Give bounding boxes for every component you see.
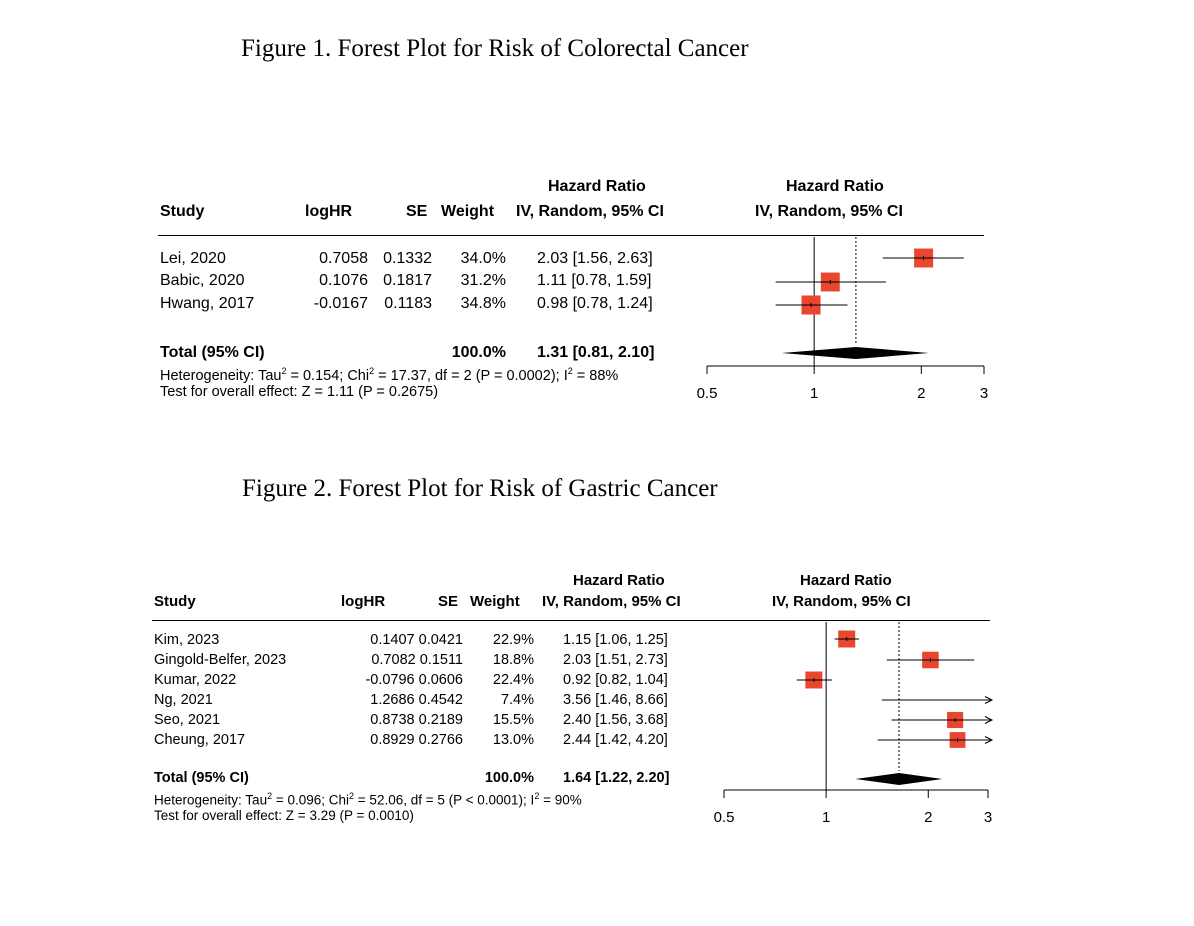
fig1-study-loghr: 0.1076: [319, 272, 368, 289]
fig1-header-loghr: logHR: [305, 203, 353, 220]
fig1-plot-header-line1: Hazard Ratio: [786, 178, 884, 195]
x-tick-label: 0.5: [714, 809, 735, 826]
x-tick-label: 0.5: [697, 385, 718, 402]
fig1-study-name: Hwang, 2017: [160, 295, 255, 312]
fig1-study-weight: 31.2%: [460, 272, 506, 289]
fig2-study-name: Gingold-Belfer, 2023: [154, 652, 287, 668]
fig1-study-weight: 34.8%: [460, 295, 506, 312]
fig1-total-label: Total (95% CI): [160, 344, 265, 361]
pooled-diamond: [781, 347, 929, 359]
x-tick-label: 2: [917, 385, 925, 402]
fig1-header-hr-line2: IV, Random, 95% CI: [516, 203, 664, 220]
fig2-study-ci: 2.40 [1.56, 3.68]: [563, 712, 668, 728]
fig1-study-name: Lei, 2020: [160, 250, 226, 267]
figure-2-title: Figure 2. Forest Plot for Risk of Gastri…: [242, 475, 718, 502]
fig2-study-name: Seo, 2021: [154, 712, 221, 728]
fig2-study-ci: 1.15 [1.06, 1.25]: [563, 632, 668, 648]
fig2-header-loghr: logHR: [341, 593, 386, 610]
pooled-diamond: [855, 773, 943, 785]
x-tick-label: 3: [984, 809, 992, 826]
fig2-study-loghr: 0.8929 0.2766: [370, 732, 463, 748]
fig2-header-hr-line1: Hazard Ratio: [573, 572, 665, 589]
fig2-study-ci: 3.56 [1.46, 8.66]: [563, 692, 668, 708]
fig1-header-rule: [158, 235, 984, 236]
fig2-study-loghr: 1.2686 0.4542: [370, 692, 463, 708]
fig2-study-name: Kumar, 2022: [154, 672, 237, 688]
fig2-study-weight: 18.8%: [492, 652, 534, 668]
fig1-study-loghr: 0.7058: [319, 250, 368, 267]
fig2-plot-header-line2: IV, Random, 95% CI: [772, 593, 911, 610]
fig1-study-name: Babic, 2020: [160, 272, 245, 289]
fig1-total-ci: 1.31 [0.81, 2.10]: [537, 344, 655, 361]
x-tick-label: 1: [822, 809, 830, 826]
fig2-study-weight: 15.5%: [492, 712, 534, 728]
fig2-study-weight: 7.4%: [500, 692, 534, 708]
fig1-overall-effect: Test for overall effect: Z = 1.11 (P = 0…: [160, 384, 439, 400]
fig2-study-ci: 0.92 [0.82, 1.04]: [563, 672, 668, 688]
fig1-header-weight: Weight: [441, 203, 495, 220]
fig2-study-ci: 2.44 [1.42, 4.20]: [563, 732, 668, 748]
fig1-plot-header-line2: IV, Random, 95% CI: [755, 203, 903, 220]
fig1-study-se: 0.1332: [383, 250, 432, 267]
fig2-study-loghr: -0.0796 0.0606: [365, 672, 463, 688]
fig2-plot-header-line1: Hazard Ratio: [800, 572, 892, 589]
fig1-study-loghr: -0.0167: [313, 295, 368, 312]
fig2-study-loghr: 0.7082 0.1511: [371, 652, 463, 668]
fig1-study-weight: 34.0%: [460, 250, 506, 267]
fig2-study-name: Cheung, 2017: [154, 732, 246, 748]
fig1-study-se: 0.1817: [383, 272, 432, 289]
fig2-total-weight: 100.0%: [484, 770, 534, 786]
fig2-total-label: Total (95% CI): [154, 770, 249, 786]
ci-arrow: [984, 696, 994, 704]
fig2-header-hr-line2: IV, Random, 95% CI: [542, 593, 681, 610]
fig1-total-weight: 100.0%: [451, 344, 506, 361]
fig2-total-ci: 1.64 [1.22, 2.20]: [563, 770, 670, 786]
figure-1-title: Figure 1. Forest Plot for Risk of Colore…: [241, 35, 749, 62]
x-tick-label: 3: [980, 385, 988, 402]
fig2-header-se: SE: [438, 593, 459, 610]
fig2-study-weight: 22.4%: [492, 672, 534, 688]
x-tick-label: 2: [924, 809, 932, 826]
fig2-overall-effect: Test for overall effect: Z = 3.29 (P = 0…: [154, 808, 414, 823]
fig1-study-se: 0.1183: [384, 295, 432, 312]
fig1-header-study: Study: [160, 203, 205, 220]
fig2-study-weight: 13.0%: [492, 732, 534, 748]
fig2-study-loghr: 0.8738 0.2189: [370, 712, 463, 728]
fig2-heterogeneity: Heterogeneity: Tau2 = 0.096; Chi2 = 52.0…: [154, 791, 582, 808]
fig2-study-ci: 2.03 [1.51, 2.73]: [563, 652, 668, 668]
fig1-study-ci: 1.11 [0.78, 1.59]: [537, 272, 652, 289]
x-tick-label: 1: [810, 385, 818, 402]
fig1-study-ci: 2.03 [1.56, 2.63]: [537, 250, 653, 267]
fig2-header-study: Study: [154, 593, 196, 610]
fig2-header-rule: [152, 620, 990, 621]
fig2-study-name: Ng, 2021: [154, 692, 213, 708]
fig2-study-name: Kim, 2023: [154, 632, 220, 648]
fig2-study-loghr: 0.1407 0.0421: [370, 632, 463, 648]
fig2-header-weight: Weight: [470, 593, 520, 610]
fig1-study-ci: 0.98 [0.78, 1.24]: [537, 295, 653, 312]
fig1-header-se: SE: [406, 203, 428, 220]
fig2-study-weight: 22.9%: [492, 632, 534, 648]
fig1-heterogeneity: Heterogeneity: Tau2 = 0.154; Chi2 = 17.3…: [160, 366, 619, 384]
fig1-header-hr-line1: Hazard Ratio: [548, 178, 646, 195]
